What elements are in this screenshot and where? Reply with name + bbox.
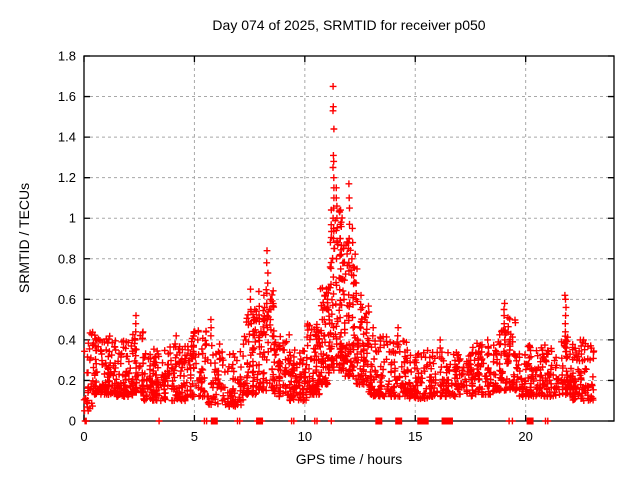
- y-tick-label: 0.8: [58, 251, 76, 266]
- zero-cluster-marker: [417, 417, 425, 425]
- chart-title: Day 074 of 2025, SRMTID for receiver p05…: [212, 17, 486, 33]
- y-tick-label: 1.4: [58, 130, 76, 145]
- x-tick-label: 10: [298, 429, 312, 444]
- zero-cluster-marker: [210, 417, 218, 425]
- y-tick-label: 1.2: [58, 170, 76, 185]
- y-tick-label: 0: [69, 414, 76, 429]
- y-tick-label: 1: [69, 211, 76, 226]
- y-tick-label: 0.4: [58, 332, 76, 347]
- x-tick-label: 0: [80, 429, 87, 444]
- y-tick-label: 0.6: [58, 292, 76, 307]
- y-tick-label: 1.8: [58, 49, 76, 64]
- zero-cluster-marker: [421, 417, 429, 425]
- x-axis-label: GPS time / hours: [295, 451, 403, 467]
- zero-cluster-marker: [526, 417, 534, 425]
- x-tick-label: 5: [191, 429, 198, 444]
- zero-cluster-marker: [445, 417, 453, 425]
- zero-cluster-marker: [256, 417, 264, 425]
- x-tick-label: 15: [408, 429, 422, 444]
- grid-lines: [84, 56, 614, 421]
- zero-cluster-marker: [375, 417, 383, 425]
- plot-border: [83, 55, 615, 422]
- data-points: [80, 83, 598, 425]
- x-tick-label: 20: [518, 429, 532, 444]
- zero-cluster-marker: [395, 417, 403, 425]
- zero-cluster-marker: [441, 417, 449, 425]
- y-tick-label: 0.2: [58, 373, 76, 388]
- y-tick-label: 1.6: [58, 89, 76, 104]
